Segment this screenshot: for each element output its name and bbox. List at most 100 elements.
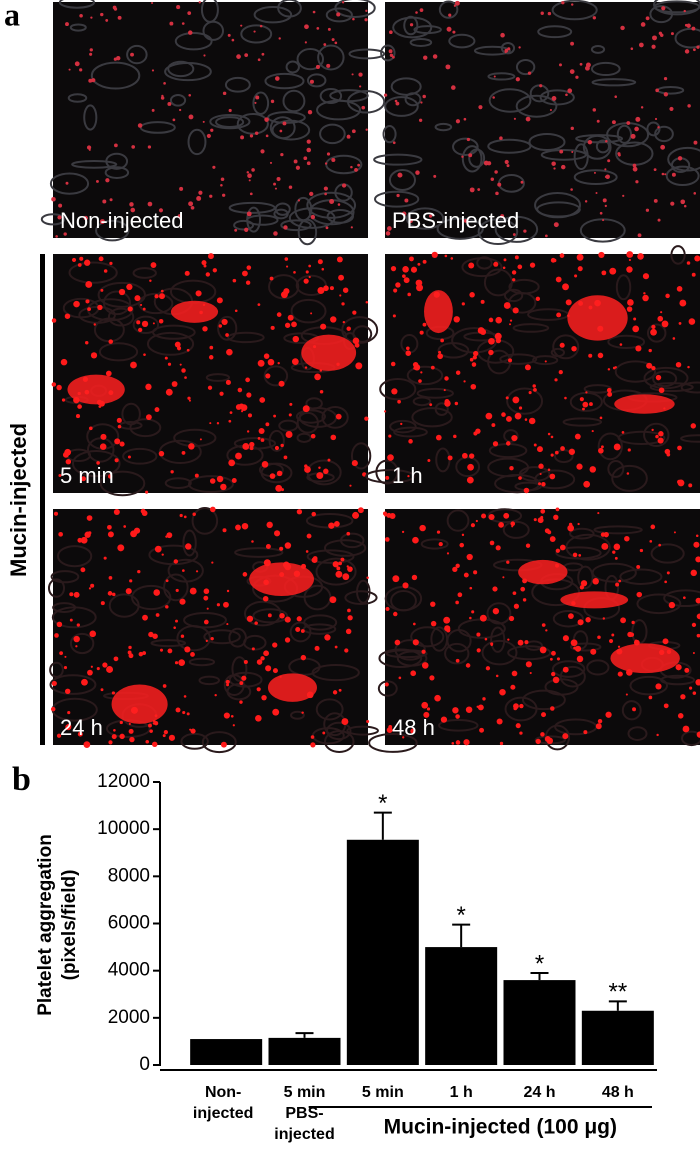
platelet [158,450,165,457]
tissue [455,456,481,478]
platelet [551,671,556,677]
platelet [410,670,417,677]
platelet [359,85,362,88]
y-tick-label: 12000 [97,771,150,792]
platelet [274,187,277,190]
tissue [616,124,632,144]
platelet [397,399,401,404]
platelet [676,286,683,292]
platelet [179,598,186,605]
platelet [693,541,700,548]
platelet [480,328,487,335]
platelet [64,313,71,319]
tissue [40,213,66,226]
platelet [51,680,57,687]
platelet [244,227,249,232]
tissue [646,121,661,137]
tissue [350,442,372,470]
platelet [292,335,300,343]
platelet [593,171,596,174]
x-tick-label: 5 min [362,1084,404,1101]
platelet [160,96,165,100]
platelet [409,23,414,27]
platelet [87,669,93,676]
platelet [455,600,459,605]
platelet [549,108,552,112]
platelet [161,94,164,98]
platelet [437,353,444,360]
tissue [297,218,318,246]
platelet [396,193,400,198]
platelet [453,434,457,439]
platelet [77,537,83,543]
platelet [499,741,504,746]
platelet [317,259,323,265]
platelet [440,338,444,343]
platelet [162,734,166,738]
platelet [627,448,631,452]
platelet [420,101,423,104]
platelet [65,22,69,27]
tissue [271,119,311,141]
platelet [338,561,343,566]
platelet [245,377,250,383]
platelet [228,108,232,113]
platelet [489,540,495,546]
platelet [276,177,281,182]
platelet [617,645,621,648]
platelet [220,741,227,748]
tissue [490,626,506,653]
platelet [190,728,196,734]
tissue [263,365,289,387]
platelet [140,303,143,307]
platelet [285,431,293,438]
tissue [508,278,540,295]
platelet [331,38,335,42]
platelet [538,463,544,469]
tissue [348,48,386,60]
platelet [533,518,537,522]
platelet [544,360,547,363]
platelet [630,47,634,50]
aggregate [518,559,568,585]
platelet [322,731,326,735]
platelet [53,511,59,516]
tissue [582,134,612,160]
platelet [402,266,409,273]
platelet [214,693,217,697]
platelet [306,161,311,166]
platelet [261,52,265,56]
platelet [304,24,309,30]
platelet [182,710,186,715]
tissue [174,31,213,51]
platelet [277,361,280,365]
platelet [430,601,436,607]
platelet [430,365,435,370]
platelet [304,464,308,468]
platelet [660,33,664,38]
platelet [613,443,621,451]
platelet [162,684,167,688]
platelet [547,432,551,436]
platelet [607,391,613,397]
platelet [494,332,502,340]
platelet [57,215,62,220]
platelet [598,447,604,454]
platelet [279,546,284,551]
platelet [60,358,68,366]
platelet [73,300,80,308]
tissue [280,219,312,232]
platelet [513,117,516,120]
platelet [409,256,414,262]
tissue [98,342,139,362]
bar [425,947,498,1065]
tissue [586,659,610,676]
platelet [145,739,150,744]
platelet [189,728,192,731]
platelet [695,597,700,604]
platelet [639,548,644,553]
platelet [690,423,697,429]
platelet [188,399,191,402]
platelet [453,316,460,323]
platelet [336,566,341,571]
